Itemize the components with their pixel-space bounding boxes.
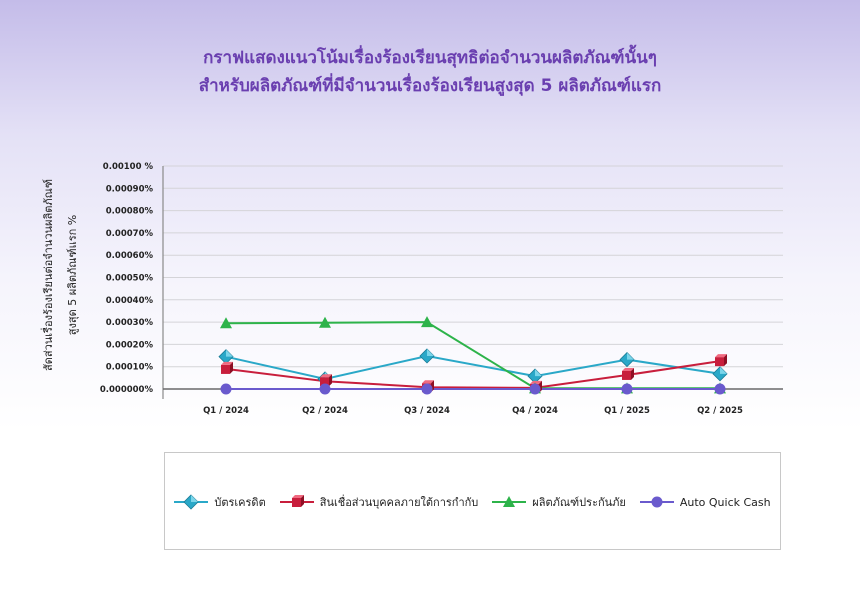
legend-item: สินเชื่อส่วนบุคคลภายใต้การกำกับ <box>279 493 479 511</box>
legend-swatch <box>492 496 527 507</box>
data-point <box>622 367 634 380</box>
data-point <box>319 316 331 328</box>
y-tick-label: 0.00090% <box>106 184 154 194</box>
legend: บัตรเครดิต สินเชื่อส่วนบุคคลภายใต้การกำกั… <box>164 452 781 550</box>
data-point <box>621 383 633 395</box>
y-tick-label: 0.00060% <box>106 251 154 261</box>
data-point <box>220 383 232 395</box>
y-tick-label: 0.00010% <box>106 363 154 373</box>
legend-label: สินเชื่อส่วนบุคคลภายใต้การกำกับ <box>319 496 479 509</box>
chart-title: กราฟแสดงแนวโน้มเรื่องร้องเรียนสุทธิต่อจำ… <box>0 44 860 100</box>
y-tick-label: 0.00100 % <box>103 162 154 172</box>
x-tick-label: Q4 / 2024 <box>512 406 558 416</box>
y-tick-label: 0.00040% <box>106 296 154 306</box>
series-line <box>225 360 721 389</box>
y-axis-label-line-2: สูงสุด 5 ผลิตภัณฑ์แรก % <box>66 215 79 335</box>
y-axis-label-line-1: สัดส่วนเรื่องร้องเรียนต่อจำนวนผลิตภัณฑ์ <box>40 179 55 371</box>
data-point <box>503 496 516 507</box>
data-point <box>221 361 233 374</box>
y-axis-label: สัดส่วนเรื่องร้องเรียนต่อจำนวนผลิตภัณฑ์ … <box>40 179 79 371</box>
legend-label: ผลิตภัณฑ์ประกันภัย <box>532 496 626 509</box>
y-tick-label: 0.00070% <box>106 229 154 239</box>
legend-item: Auto Quick Cash <box>639 494 771 510</box>
legend-item: บัตรเครดิต <box>174 493 266 511</box>
data-point <box>421 316 433 328</box>
data-point <box>320 374 332 387</box>
data-point <box>419 348 435 364</box>
legend-swatch <box>279 495 314 507</box>
data-point <box>220 317 232 329</box>
chart-title-line-1: กราฟแสดงแนวโน้มเรื่องร้องเรียนสุทธิต่อจำ… <box>203 48 657 68</box>
x-tick-label: Q1 / 2024 <box>203 406 249 416</box>
legend-row: บัตรเครดิต สินเชื่อส่วนบุคคลภายใต้การกำกั… <box>165 493 780 511</box>
y-tick-label: 0.00050% <box>106 274 154 284</box>
x-tick-labels: Q1 / 2024 Q2 / 2024 Q3 / 2024 Q4 / 2024 Q1 /… <box>203 406 743 416</box>
data-point <box>712 366 728 382</box>
chart-title-line-2: สำหรับผลิตภัณฑ์ที่มีจำนวนเรื่องร้องเรียน… <box>198 76 662 96</box>
data-point <box>183 494 199 510</box>
legend-label: Auto Quick Cash <box>679 495 771 509</box>
x-tick-label: Q3 / 2024 <box>404 406 450 416</box>
data-point <box>651 496 663 508</box>
x-tick-label: Q2 / 2025 <box>697 406 743 416</box>
x-tick-label: Q2 / 2024 <box>302 406 348 416</box>
data-point <box>421 383 433 395</box>
y-tick-label: 0.00020% <box>106 340 154 350</box>
legend-item: ผลิตภัณฑ์ประกันภัย <box>492 493 626 511</box>
grid-lines <box>163 165 783 368</box>
data-point <box>714 383 726 395</box>
data-point <box>529 383 541 395</box>
series-line <box>225 354 721 381</box>
legend-swatch <box>639 496 674 508</box>
legend-swatch <box>174 494 209 510</box>
data-point <box>619 351 635 368</box>
data-point <box>715 354 727 367</box>
y-tick-label: 0.00080% <box>106 207 154 217</box>
data-point <box>319 383 331 395</box>
y-tick-label: 0.00030% <box>106 318 154 328</box>
y-tick-label: 0.000000% <box>100 385 154 395</box>
legend-label: บัตรเครดิต <box>214 496 266 509</box>
x-tick-label: Q1 / 2025 <box>604 406 650 416</box>
data-point <box>218 349 234 365</box>
y-tick-labels: 0.000000% 0.00010% 0.00020% 0.00030% 0.00040… <box>100 162 154 395</box>
series-lines <box>218 316 728 395</box>
data-point <box>291 495 304 507</box>
